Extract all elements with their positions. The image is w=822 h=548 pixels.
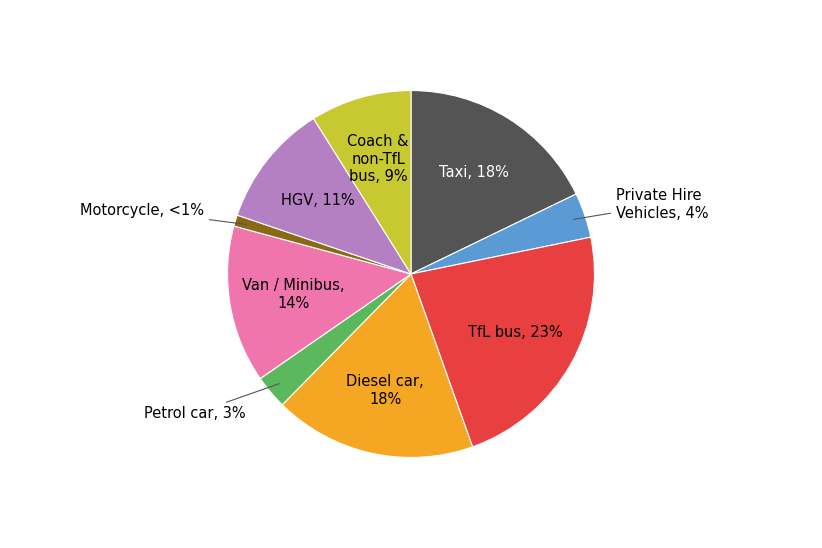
Wedge shape	[411, 90, 576, 274]
Text: Taxi, 18%: Taxi, 18%	[440, 165, 510, 180]
Text: Coach &
non-TfL
bus, 9%: Coach & non-TfL bus, 9%	[348, 134, 409, 184]
Text: Private Hire
Vehicles, 4%: Private Hire Vehicles, 4%	[574, 189, 709, 221]
Wedge shape	[411, 237, 594, 447]
Text: Motorcycle, <1%: Motorcycle, <1%	[80, 203, 247, 225]
Wedge shape	[411, 194, 591, 274]
Wedge shape	[261, 274, 411, 405]
Text: TfL bus, 23%: TfL bus, 23%	[468, 325, 562, 340]
Wedge shape	[282, 274, 473, 458]
Text: Petrol car, 3%: Petrol car, 3%	[144, 384, 279, 421]
Wedge shape	[234, 215, 411, 274]
Wedge shape	[238, 118, 411, 274]
Wedge shape	[228, 226, 411, 379]
Text: Van / Minibus,
14%: Van / Minibus, 14%	[242, 278, 344, 311]
Text: Diesel car,
18%: Diesel car, 18%	[346, 374, 424, 407]
Wedge shape	[313, 90, 411, 274]
Text: HGV, 11%: HGV, 11%	[280, 192, 354, 208]
